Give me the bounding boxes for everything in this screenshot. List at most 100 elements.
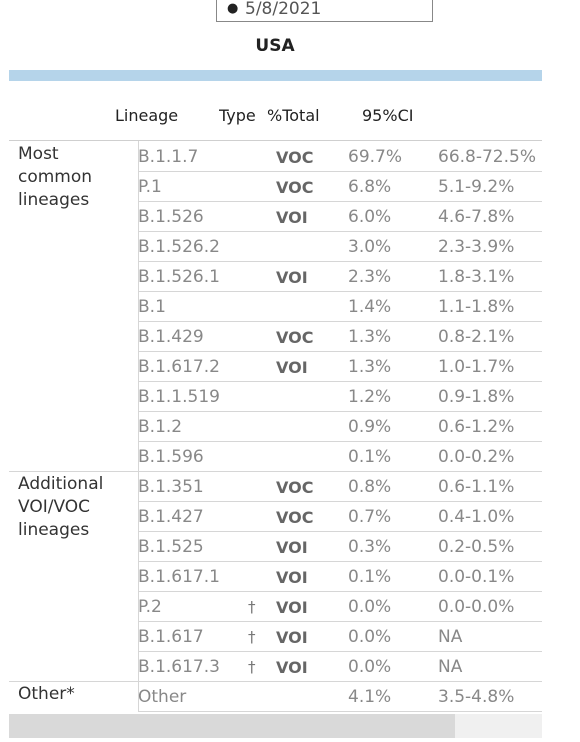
type-cell: VOC <box>276 178 314 197</box>
lineage-cell: B.1.525 <box>138 537 204 557</box>
lineage-cell: Other <box>138 687 187 707</box>
type-cell: VOI <box>276 538 308 557</box>
pct-cell: 1.4% <box>348 297 392 317</box>
table-row[interactable]: B.1.525 VOI 0.3% 0.2-0.5% <box>138 531 542 562</box>
table-row[interactable]: B.1.427 VOC 0.7% 0.4-1.0% <box>138 501 542 532</box>
table-row[interactable]: B.1.526.2 3.0% 2.3-3.9% <box>138 231 542 262</box>
ci-cell: 0.6-1.1% <box>438 477 515 497</box>
lineage-cell: B.1.526.2 <box>138 237 220 257</box>
table-row[interactable]: P.2 † VOI 0.0% 0.0-0.0% <box>138 591 542 622</box>
ci-cell: 0.2-0.5% <box>438 537 515 557</box>
dagger-mark: † <box>248 628 256 646</box>
page-title: USA <box>255 36 295 56</box>
lineage-cell: B.1.617.1 <box>138 567 220 587</box>
pct-cell: 0.0% <box>348 627 392 647</box>
pct-cell: 0.3% <box>348 537 392 557</box>
lineage-cell: B.1.1.7 <box>138 147 199 167</box>
lineage-cell: B.1.617 <box>138 627 204 647</box>
column-divider <box>138 141 139 712</box>
col-header-ci[interactable]: 95%CI <box>362 106 414 125</box>
lineage-cell: B.1.427 <box>138 507 204 527</box>
pct-cell: 1.3% <box>348 357 392 377</box>
ci-cell: 1.8-3.1% <box>438 267 515 287</box>
col-header-pct[interactable]: %Total <box>267 106 320 125</box>
type-cell: VOC <box>276 478 314 497</box>
ci-cell: 0.8-2.1% <box>438 327 515 347</box>
date-filter-value: 5/8/2021 <box>245 0 322 19</box>
ci-cell: 2.3-3.9% <box>438 237 515 257</box>
lineage-cell: B.1 <box>138 297 166 317</box>
group-label-other: Other* <box>18 684 75 704</box>
table-row[interactable]: B.1.1.7 VOC 69.7% 66.8-72.5% <box>138 141 542 172</box>
ci-cell: NA <box>438 627 463 647</box>
lineage-cell: B.1.526 <box>138 207 204 227</box>
type-cell: VOI <box>276 598 308 617</box>
pct-cell: 1.2% <box>348 387 392 407</box>
type-cell: VOI <box>276 208 308 227</box>
type-cell: VOC <box>276 328 314 347</box>
table-row[interactable]: B.1.617.3 † VOI 0.0% NA <box>138 651 542 682</box>
ci-cell: 1.1-1.8% <box>438 297 515 317</box>
lineage-cell: B.1.429 <box>138 327 204 347</box>
lineage-cell: B.1.617.2 <box>138 357 220 377</box>
ci-cell: 0.6-1.2% <box>438 417 515 437</box>
pct-cell: 2.3% <box>348 267 392 287</box>
lineage-cell: B.1.2 <box>138 417 183 437</box>
table-row[interactable]: B.1.617 † VOI 0.0% NA <box>138 621 542 652</box>
pct-cell: 1.3% <box>348 327 392 347</box>
lineage-cell: B.1.596 <box>138 447 204 467</box>
table-row[interactable]: B.1.617.1 VOI 0.1% 0.0-0.1% <box>138 561 542 592</box>
type-cell: VOC <box>276 508 314 527</box>
ci-cell: 0.0-0.0% <box>438 597 515 617</box>
type-cell: VOI <box>276 658 308 677</box>
type-cell: VOI <box>276 358 308 377</box>
pct-cell: 69.7% <box>348 147 403 167</box>
bullet-icon: ● <box>227 1 239 16</box>
ci-cell: 0.9-1.8% <box>438 387 515 407</box>
table-row[interactable]: B.1.617.2 VOI 1.3% 1.0-1.7% <box>138 351 542 382</box>
dagger-mark: † <box>248 598 256 616</box>
pct-cell: 0.1% <box>348 567 392 587</box>
pct-cell: 3.0% <box>348 237 392 257</box>
dagger-mark: † <box>248 658 256 676</box>
ci-cell: 1.0-1.7% <box>438 357 515 377</box>
pct-cell: 4.1% <box>348 687 392 707</box>
date-filter[interactable]: ● 5/8/2021 <box>216 0 433 22</box>
ci-cell: 4.6-7.8% <box>438 207 515 227</box>
pct-cell: 0.0% <box>348 657 392 677</box>
type-cell: VOI <box>276 268 308 287</box>
table-row[interactable]: Other 4.1% 3.5-4.8% <box>138 681 542 712</box>
pct-cell: 6.8% <box>348 177 392 197</box>
table-row[interactable]: B.1.351 VOC 0.8% 0.6-1.1% <box>138 471 542 502</box>
table-row[interactable]: B.1 1.4% 1.1-1.8% <box>138 291 542 322</box>
pct-cell: 0.1% <box>348 447 392 467</box>
header-divider <box>9 140 542 141</box>
table-row[interactable]: B.1.1.519 1.2% 0.9-1.8% <box>138 381 542 412</box>
header-bar <box>9 70 542 81</box>
col-header-type[interactable]: Type <box>219 106 255 125</box>
pct-cell: 6.0% <box>348 207 392 227</box>
type-cell: VOI <box>276 628 308 647</box>
lineage-cell: P.1 <box>138 177 162 197</box>
table-row[interactable]: P.1 VOC 6.8% 5.1-9.2% <box>138 171 542 202</box>
group-divider <box>9 471 138 472</box>
table-row[interactable]: B.1.526 VOI 6.0% 4.6-7.8% <box>138 201 542 232</box>
ci-cell: 3.5-4.8% <box>438 687 515 707</box>
type-cell: VOC <box>276 148 314 167</box>
table-row[interactable]: B.1.526.1 VOI 2.3% 1.8-3.1% <box>138 261 542 292</box>
horizontal-scrollbar-thumb[interactable] <box>9 714 455 738</box>
pct-cell: 0.7% <box>348 507 392 527</box>
pct-cell: 0.0% <box>348 597 392 617</box>
pct-cell: 0.9% <box>348 417 392 437</box>
group-label-additional: Additional VOI/VOC lineages <box>18 474 104 540</box>
lineage-cell: B.1.1.519 <box>138 387 220 407</box>
ci-cell: 0.0-0.1% <box>438 567 515 587</box>
table-row[interactable]: B.1.2 0.9% 0.6-1.2% <box>138 411 542 442</box>
table-row[interactable]: B.1.596 0.1% 0.0-0.2% <box>138 441 542 472</box>
ci-cell: NA <box>438 657 463 677</box>
table-row[interactable]: B.1.429 VOC 1.3% 0.8-2.1% <box>138 321 542 352</box>
col-header-lineage[interactable]: Lineage <box>115 106 179 125</box>
pct-cell: 0.8% <box>348 477 392 497</box>
group-label-most-common: Most common lineages <box>18 144 93 210</box>
ci-cell: 66.8-72.5% <box>438 147 536 167</box>
